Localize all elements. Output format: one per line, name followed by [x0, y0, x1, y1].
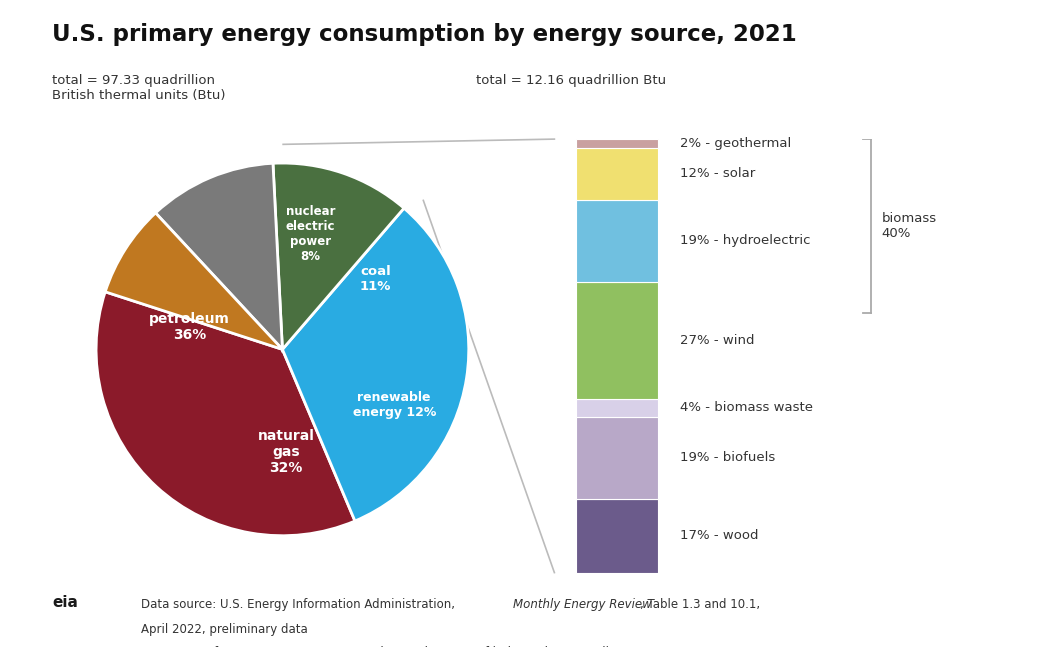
- Text: 27% - wind: 27% - wind: [680, 334, 754, 347]
- Bar: [576, 417, 658, 499]
- Text: April 2022, preliminary data: April 2022, preliminary data: [141, 623, 308, 636]
- Text: 19% - hydroelectric: 19% - hydroelectric: [680, 234, 811, 247]
- Wedge shape: [106, 213, 282, 349]
- Text: eia: eia: [52, 595, 78, 610]
- Text: 12% - solar: 12% - solar: [680, 168, 755, 181]
- Text: Data source: U.S. Energy Information Administration,: Data source: U.S. Energy Information Adm…: [141, 598, 459, 611]
- Bar: [576, 139, 658, 148]
- Text: U.S. primary energy consumption by energy source, 2021: U.S. primary energy consumption by energ…: [52, 23, 797, 46]
- Bar: [576, 148, 658, 200]
- Text: 4% - biomass waste: 4% - biomass waste: [680, 401, 813, 414]
- Text: coal
11%: coal 11%: [360, 265, 391, 292]
- Bar: [576, 499, 658, 573]
- Text: total = 97.33 quadrillion
British thermal units (Btu): total = 97.33 quadrillion British therma…: [52, 74, 226, 102]
- Text: nuclear
electric
power
8%: nuclear electric power 8%: [286, 205, 335, 263]
- Text: , Table 1.3 and 10.1,: , Table 1.3 and 10.1,: [640, 598, 760, 611]
- Text: renewable
energy 12%: renewable energy 12%: [353, 391, 436, 419]
- Text: 17% - wood: 17% - wood: [680, 529, 758, 542]
- Wedge shape: [282, 208, 469, 521]
- Bar: [576, 282, 658, 399]
- Text: natural
gas
32%: natural gas 32%: [257, 429, 315, 475]
- Text: 2% - geothermal: 2% - geothermal: [680, 137, 791, 150]
- Text: total = 12.16 quadrillion Btu: total = 12.16 quadrillion Btu: [476, 74, 666, 87]
- Text: 19% - biofuels: 19% - biofuels: [680, 451, 775, 464]
- Text: biomass
40%: biomass 40%: [881, 212, 936, 240]
- Wedge shape: [273, 163, 404, 349]
- Bar: [576, 399, 658, 417]
- Wedge shape: [96, 292, 355, 536]
- Wedge shape: [156, 163, 282, 349]
- Text: Note: Sum of components may not equal 100% because of independent rounding.: Note: Sum of components may not equal 10…: [141, 646, 628, 647]
- Text: petroleum
36%: petroleum 36%: [149, 312, 230, 342]
- Bar: [576, 200, 658, 282]
- Text: Monthly Energy Review: Monthly Energy Review: [513, 598, 652, 611]
